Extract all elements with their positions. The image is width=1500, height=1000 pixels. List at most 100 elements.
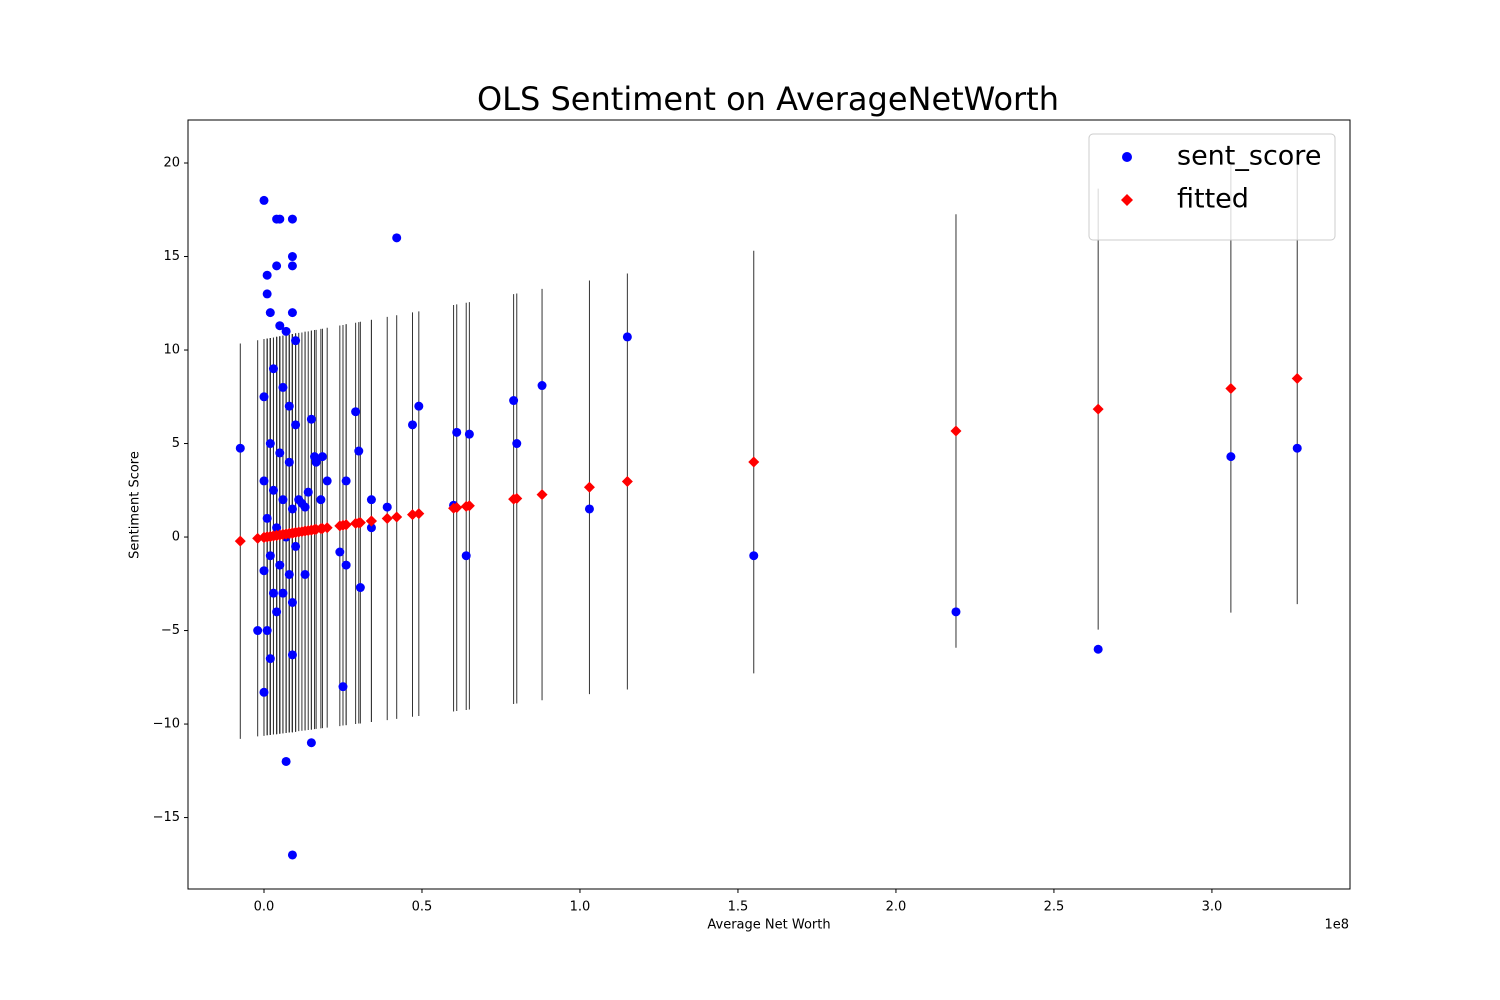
fitted-point	[583, 481, 595, 493]
legend-box	[1088, 133, 1336, 241]
data-point	[265, 439, 275, 449]
data-point	[316, 495, 326, 505]
x-tick-label: 1.5	[728, 900, 749, 915]
data-point	[281, 326, 291, 336]
y-tick-label: −15	[153, 810, 180, 825]
data-point	[284, 457, 294, 467]
data-point	[278, 588, 288, 598]
data-point	[303, 487, 313, 497]
fitted-point	[321, 522, 333, 534]
x-tick-label: 3.0	[1202, 900, 1223, 915]
data-point	[300, 502, 310, 512]
data-point	[306, 414, 316, 424]
data-point	[275, 448, 285, 458]
data-point	[259, 392, 269, 402]
data-point	[259, 476, 269, 486]
fitted-point	[1225, 383, 1237, 395]
x-tick-label: 0.5	[412, 900, 433, 915]
data-point	[284, 569, 294, 579]
data-point	[351, 407, 361, 417]
data-point	[291, 336, 301, 346]
x-offset-label: 1e8	[1324, 918, 1349, 933]
data-point	[509, 396, 519, 406]
y-tick-label: 0	[172, 530, 180, 545]
data-point	[287, 252, 297, 262]
fitted-point	[950, 425, 962, 437]
data-point	[335, 547, 345, 557]
y-tick-label: 5	[172, 436, 180, 451]
y-tick-label: −5	[161, 623, 180, 638]
data-point	[1226, 452, 1236, 462]
y-tick-label: 15	[163, 249, 180, 264]
fitted-point	[536, 489, 548, 501]
fitted-point	[451, 502, 463, 514]
data-point	[278, 382, 288, 392]
data-point	[366, 495, 376, 505]
data-point	[366, 523, 376, 533]
data-point	[584, 504, 594, 514]
data-point	[355, 583, 365, 593]
data-point	[287, 597, 297, 607]
fitted-point	[381, 513, 393, 525]
axes-frame	[187, 119, 1351, 890]
data-point	[259, 195, 269, 205]
data-point	[291, 541, 301, 551]
data-point	[262, 270, 272, 280]
data-point	[537, 381, 547, 391]
data-point	[268, 485, 278, 495]
y-tick-label: 20	[163, 156, 180, 171]
data-point	[287, 261, 297, 271]
fitted-point	[407, 509, 419, 521]
y-axis-label: Sentiment Score	[128, 451, 143, 559]
data-point	[278, 495, 288, 505]
data-point	[287, 650, 297, 660]
data-point	[341, 476, 351, 486]
data-point	[341, 560, 351, 570]
fitted-point	[354, 517, 366, 529]
data-point	[392, 233, 402, 243]
data-point	[287, 850, 297, 860]
fitted-point	[621, 475, 633, 487]
x-tick-label: 1.0	[570, 900, 591, 915]
data-point	[275, 214, 285, 224]
legend-marker	[1122, 152, 1132, 162]
legend-label: sent_score	[1177, 141, 1321, 172]
y-tick-label: 10	[163, 343, 180, 358]
chart-title: OLS Sentiment on AverageNetWorth	[477, 80, 1059, 118]
data-point	[622, 332, 632, 342]
data-point	[414, 401, 424, 411]
data-point	[287, 308, 297, 318]
x-tick-label: 2.0	[886, 900, 907, 915]
data-point	[268, 588, 278, 598]
data-point	[265, 308, 275, 318]
x-tick-label: 2.5	[1044, 900, 1065, 915]
fitted-point	[463, 500, 475, 512]
data-point	[262, 626, 272, 636]
legend-marker	[1121, 194, 1133, 206]
data-point	[287, 214, 297, 224]
fitted-point	[413, 508, 425, 520]
data-point	[287, 504, 297, 514]
plot-area	[234, 152, 1303, 860]
x-tick-label: 0.0	[254, 900, 275, 915]
data-point	[265, 551, 275, 561]
data-point	[291, 420, 301, 430]
data-point	[317, 452, 327, 462]
data-point	[281, 756, 291, 766]
fitted-point	[1291, 372, 1303, 384]
data-point	[284, 401, 294, 411]
data-point	[951, 607, 961, 617]
fitted-point	[365, 515, 377, 527]
legend-label: fitted	[1177, 184, 1249, 215]
data-point	[1292, 443, 1302, 453]
data-point	[275, 560, 285, 570]
data-point	[262, 513, 272, 523]
data-point	[253, 626, 263, 636]
data-point	[262, 289, 272, 299]
fitted-point	[511, 493, 523, 505]
data-point	[461, 551, 471, 561]
data-point	[749, 551, 759, 561]
data-point	[272, 261, 282, 271]
fitted-point	[748, 456, 760, 468]
